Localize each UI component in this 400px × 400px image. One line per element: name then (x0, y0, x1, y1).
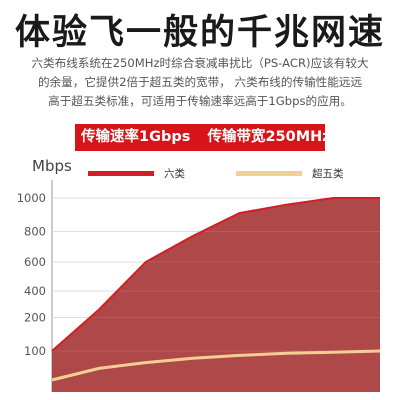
description-block: 六类布线系统在250MHz时综合衰减串扰比（PS-ACR)应该有较大 的余量，它… (0, 54, 400, 111)
y-tick-label: 600 (24, 255, 46, 269)
legend-label: 六类 (164, 167, 185, 180)
banner-bandwidth: 传输带宽250MHz (207, 129, 331, 145)
series-area-cat6 (52, 198, 380, 392)
description-line: 的余量，它提供2倍于超五类的宽带， 六类布线的传输性能远远 (37, 75, 363, 89)
spec-banner: 传输速率1Gbps 传输带宽250MHz (75, 124, 331, 151)
description-line: 六类布线系统在250MHz时综合衰减串扰比（PS-ACR)应该有较大 (31, 56, 369, 70)
y-tick-label: 200 (24, 311, 46, 325)
y-tick-label: 400 (24, 284, 46, 298)
description-line: 高于超五类标准，可适用于传输速率远高于1Gbps的应用。 (48, 94, 352, 108)
legend-swatch (88, 171, 154, 176)
y-axis-label: Mbps (32, 157, 72, 175)
y-tick-label: 100 (24, 344, 46, 358)
y-tick-label: 800 (24, 225, 46, 239)
series-line-cat5e (51, 349, 381, 382)
legend-label: 超五类 (312, 167, 344, 180)
banner-rate: 传输速率1Gbps (81, 129, 191, 145)
legend-swatch (236, 171, 302, 176)
series-line-cat6 (51, 197, 380, 352)
y-tick-label: 1000 (17, 191, 46, 205)
page-title: 体验飞一般的千兆网速 (14, 13, 385, 53)
